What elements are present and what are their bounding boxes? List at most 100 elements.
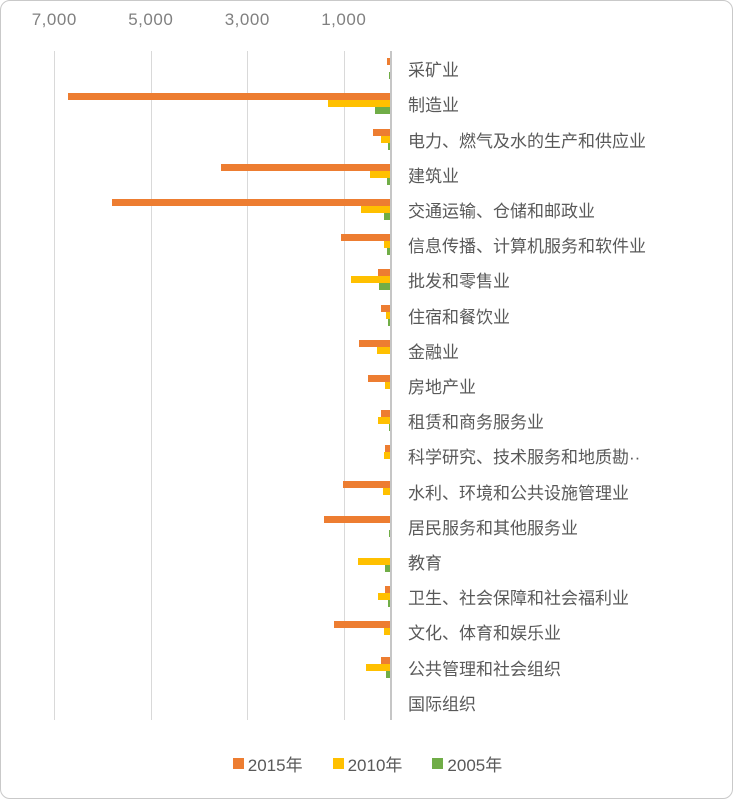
bar-2015年 — [378, 269, 392, 277]
bar-2015年 — [372, 128, 392, 136]
category-label: 教育 — [408, 553, 442, 573]
bar-2015年 — [380, 410, 392, 418]
bar-row — [6, 297, 392, 332]
bar-row — [6, 262, 392, 297]
bar-2005年 — [387, 318, 392, 326]
bar-2015年 — [384, 586, 392, 594]
bar-2015年 — [380, 656, 392, 664]
category-label: 制造业 — [408, 96, 459, 116]
bar-2005年 — [387, 600, 392, 608]
category-label: 建筑业 — [408, 166, 459, 186]
bar-row — [6, 473, 392, 508]
gridline — [54, 51, 56, 720]
bar-2005年 — [385, 670, 392, 678]
category-label: 批发和零售业 — [408, 272, 510, 292]
category-label: 水利、环境和公共设施管理业 — [408, 483, 629, 503]
bar-row — [6, 51, 392, 86]
category-label: 居民服务和其他服务业 — [408, 518, 578, 538]
category-label: 公共管理和社会组织 — [408, 659, 561, 679]
category-label: 住宿和餐饮业 — [408, 307, 510, 327]
bar-2010年 — [382, 487, 392, 495]
gridline — [247, 51, 249, 720]
value-axis-tick: 3,000 — [224, 10, 270, 29]
bar-row — [6, 614, 392, 649]
bar-row — [6, 333, 392, 368]
bar-2015年 — [111, 198, 392, 206]
bar-2015年 — [358, 339, 392, 347]
bar-row — [6, 157, 392, 192]
category-label: 国际组织 — [408, 694, 476, 714]
bar-2005年 — [375, 107, 392, 115]
bar-row — [6, 579, 392, 614]
bar-2010年 — [384, 452, 392, 460]
value-axis-tick: 1,000 — [321, 10, 367, 29]
legend: 2015年 2010年 2005年 — [1, 749, 732, 777]
bar-2010年 — [383, 241, 392, 249]
bar-2005年 — [384, 564, 392, 572]
bar-row — [6, 227, 392, 262]
bar-2015年 — [323, 515, 392, 523]
bar-2015年 — [385, 445, 392, 453]
category-label: 电力、燃气及水的生产和供应业 — [408, 131, 646, 151]
bar-row — [6, 649, 392, 684]
bar-2010年 — [377, 346, 392, 354]
bar-2010年 — [378, 417, 392, 425]
category-label: 卫生、社会保障和社会福利业 — [408, 589, 629, 609]
bar-2010年 — [327, 100, 392, 108]
plot-area — [6, 51, 392, 720]
gridline — [150, 51, 152, 720]
bar-2010年 — [385, 381, 392, 389]
value-axis: 7,000 5,000 3,000 1,000 — [6, 1, 392, 49]
bar-2010年 — [383, 628, 392, 636]
legend-label: 2015年 — [247, 755, 303, 775]
bar-2015年 — [367, 374, 392, 382]
category-label: 交通运输、仓储和邮政业 — [408, 201, 595, 221]
category-label: 信息传播、计算机服务和软件业 — [408, 237, 646, 257]
legend-label: 2010年 — [347, 755, 403, 775]
bar-2015年 — [67, 93, 392, 101]
category-label: 金融业 — [408, 342, 459, 362]
bar-2015年 — [221, 163, 392, 171]
bar-row — [6, 544, 392, 579]
bar-row — [6, 438, 392, 473]
bar-2010年 — [385, 311, 392, 319]
bar-2010年 — [370, 170, 392, 178]
legend-item: 2015年 — [232, 751, 303, 776]
bar-row — [6, 121, 392, 156]
category-label: 文化、体育和娱乐业 — [408, 624, 561, 644]
bar-row — [6, 403, 392, 438]
bar-2010年 — [358, 557, 392, 565]
bar-2005年 — [386, 248, 392, 256]
bar-row — [6, 192, 392, 227]
bar-2005年 — [378, 283, 392, 291]
category-axis: 采矿业制造业电力、燃气及水的生产和供应业 建筑业交通运输、仓储和邮政业信息传播、计… — [408, 51, 730, 720]
category-label: 科学研究、技术服务和地质勘·· — [408, 448, 641, 468]
bar-2015年 — [333, 621, 392, 629]
bar-2010年 — [380, 135, 392, 143]
legend-label: 2005年 — [447, 755, 503, 775]
bar-2015年 — [341, 234, 392, 242]
category-label: 房地产业 — [408, 377, 476, 397]
category-axis-line — [390, 51, 392, 720]
bar-2010年 — [361, 205, 392, 213]
bar-2010年 — [365, 663, 392, 671]
category-label: 租赁和商务服务业 — [408, 413, 544, 433]
gridline — [343, 51, 345, 720]
bar-2005年 — [387, 142, 392, 150]
bar-row — [6, 368, 392, 403]
legend-marker-icon — [432, 757, 444, 769]
bar-rows — [6, 51, 392, 720]
value-axis-tick: 7,000 — [31, 10, 77, 29]
legend-marker-icon — [232, 757, 244, 769]
legend-item: 2010年 — [332, 751, 403, 776]
bar-row — [6, 509, 392, 544]
bar-2015年 — [342, 480, 392, 488]
value-axis-tick: 5,000 — [128, 10, 174, 29]
legend-marker-icon — [332, 757, 344, 769]
bar-2010年 — [378, 593, 392, 601]
category-label: 采矿业 — [408, 61, 459, 81]
bar-2015年 — [381, 304, 392, 312]
bar-2015年 — [387, 58, 392, 66]
bar-2005年 — [387, 177, 392, 185]
